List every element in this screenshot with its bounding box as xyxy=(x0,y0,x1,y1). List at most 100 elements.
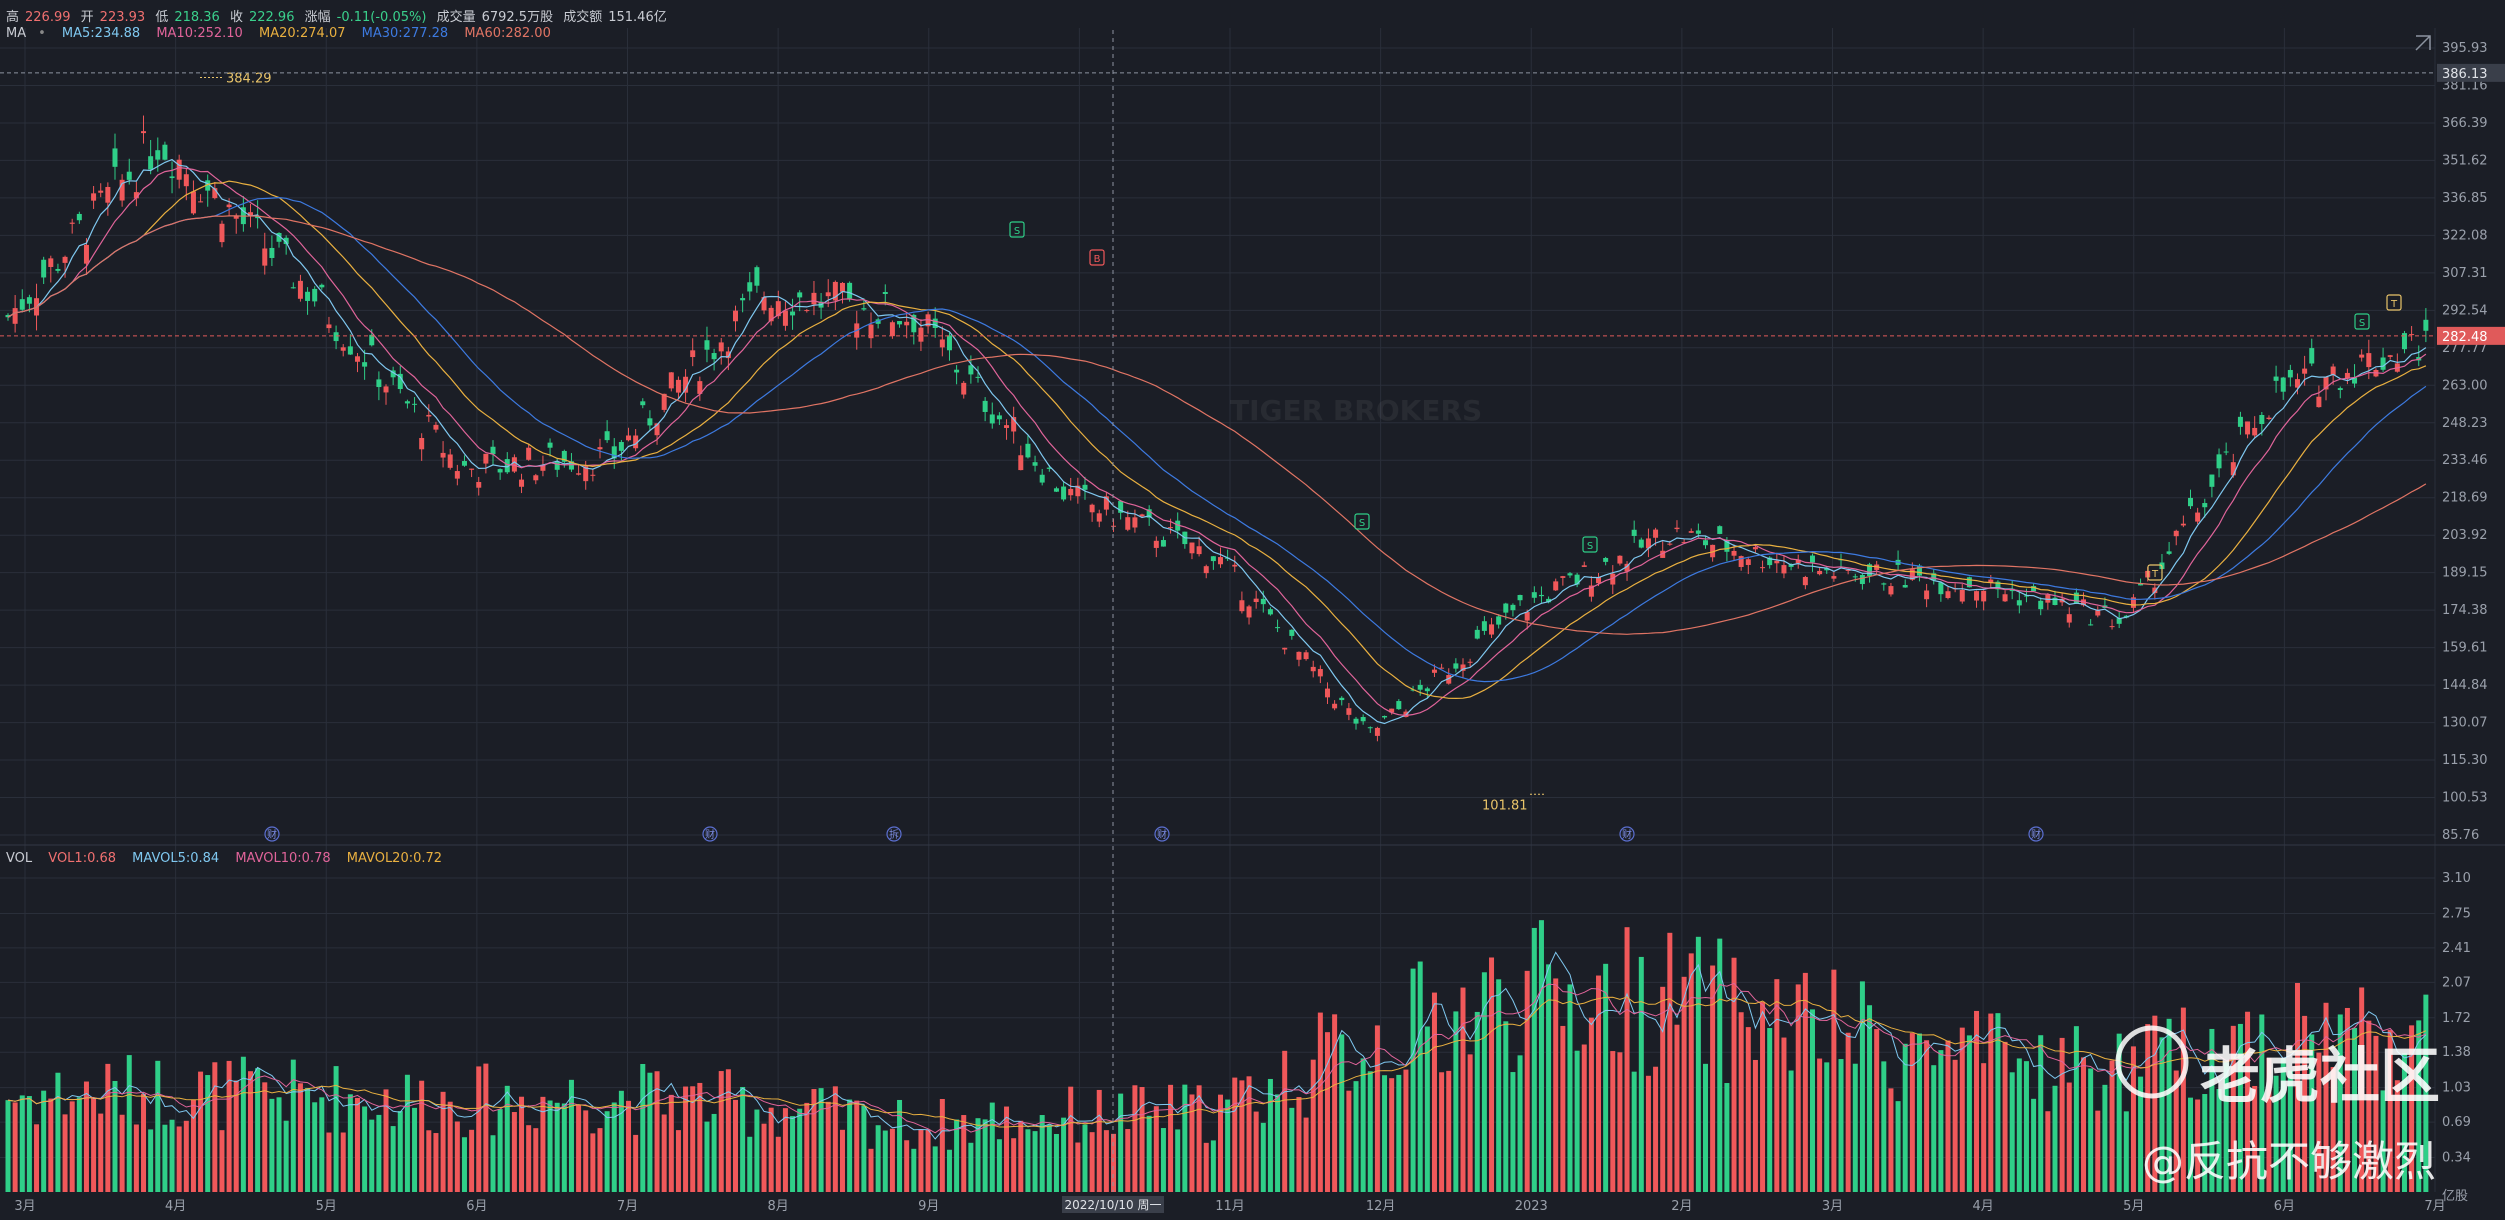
candle-body xyxy=(2138,583,2144,586)
volume-bar xyxy=(312,1102,318,1192)
event-marker[interactable] xyxy=(1619,826,1635,842)
volume-bar xyxy=(740,1086,746,1192)
candle-body xyxy=(1089,504,1095,513)
top-price-tag xyxy=(2437,63,2505,82)
candle-body xyxy=(2380,357,2386,370)
signal-marker[interactable] xyxy=(1582,536,1598,553)
volume-bar xyxy=(1645,1075,1651,1192)
volume-bar xyxy=(48,1098,54,1192)
volume-bar xyxy=(1061,1117,1067,1192)
volume-bar xyxy=(1538,920,1544,1192)
volume-bar xyxy=(1339,1034,1345,1192)
volume-bar xyxy=(1881,1061,1887,1192)
volume-bar xyxy=(932,1146,938,1192)
volume-bar xyxy=(547,1100,553,1192)
candle-body xyxy=(1867,564,1873,576)
event-marker[interactable] xyxy=(886,826,902,842)
volume-bar xyxy=(240,1056,246,1192)
candle-body xyxy=(768,307,774,322)
candle-body xyxy=(1645,538,1651,549)
candle-body xyxy=(718,342,724,352)
candle-body xyxy=(2223,451,2229,453)
candle-body xyxy=(1802,576,1808,586)
candle-body xyxy=(1210,556,1216,562)
volume-bar xyxy=(2352,1027,2358,1192)
volume-bar xyxy=(419,1080,425,1192)
volume-bar xyxy=(1289,1107,1295,1192)
volume-bar xyxy=(540,1096,546,1192)
volume-bar xyxy=(26,1096,32,1192)
volume-bar xyxy=(1382,1075,1388,1192)
candle-body xyxy=(2038,600,2044,610)
candle-body xyxy=(2344,372,2350,379)
candle-body xyxy=(633,435,639,449)
candle-body xyxy=(2166,551,2172,554)
volume-bar xyxy=(2095,1110,2101,1192)
volume-bar xyxy=(519,1096,525,1192)
volume-bar xyxy=(98,1113,104,1192)
candle-body xyxy=(5,314,11,318)
candle-body xyxy=(1617,555,1623,564)
candle-body xyxy=(868,324,874,339)
candle-body xyxy=(105,186,111,203)
volume-bar xyxy=(576,1104,582,1192)
volume-bar xyxy=(754,1109,760,1192)
volume-bar xyxy=(1374,1025,1380,1192)
candle-body xyxy=(1574,574,1580,585)
candle-body xyxy=(340,347,346,351)
volume-bar xyxy=(1581,1044,1587,1192)
candle-body xyxy=(2216,454,2222,469)
candle-body xyxy=(604,431,610,441)
candle-body xyxy=(98,190,104,193)
candle-body xyxy=(790,311,796,316)
candle-body xyxy=(469,468,475,470)
signal-marker[interactable] xyxy=(1354,513,1370,530)
candle-body xyxy=(490,446,496,455)
volume-bar xyxy=(875,1125,881,1192)
candle-body xyxy=(290,287,296,289)
signal-marker[interactable] xyxy=(2147,564,2163,581)
signal-marker[interactable] xyxy=(2386,294,2402,311)
volume-axis-tick: 亿股 xyxy=(2442,1189,2468,1204)
volume-bar xyxy=(490,1135,496,1192)
expand-icon[interactable] xyxy=(2415,35,2431,51)
candle-body xyxy=(1353,718,1359,724)
volume-bar xyxy=(2116,1033,2122,1192)
signal-marker[interactable] xyxy=(1089,249,1105,266)
candle-body xyxy=(1567,573,1573,576)
volume-bar xyxy=(290,1059,296,1192)
candle-body xyxy=(312,288,318,302)
volume-bar xyxy=(568,1079,574,1192)
volume-bar xyxy=(1988,1013,1994,1192)
candle-body xyxy=(740,298,746,301)
signal-marker[interactable] xyxy=(2354,313,2370,330)
candle-body xyxy=(1795,559,1801,564)
candle-body xyxy=(2088,624,2094,626)
candle-body xyxy=(26,297,32,304)
candle-body xyxy=(226,204,232,208)
volume-bar xyxy=(447,1101,453,1192)
signal-marker[interactable] xyxy=(1009,221,1025,238)
candle-body xyxy=(2409,334,2415,336)
candle-body xyxy=(119,179,125,201)
price-axis-tick: 189.15 xyxy=(2442,566,2488,581)
event-marker[interactable] xyxy=(1154,826,1170,842)
volume-bar xyxy=(2373,1035,2379,1192)
volume-bar xyxy=(1710,965,1716,1192)
volume-bar xyxy=(2216,1089,2222,1192)
volume-bar xyxy=(497,1109,503,1192)
event-marker[interactable] xyxy=(2028,826,2044,842)
volume-bar xyxy=(1004,1106,1010,1192)
volume-bar xyxy=(1745,1027,1751,1192)
event-marker[interactable] xyxy=(264,826,280,842)
volume-bar xyxy=(1489,957,1495,1192)
candle-body xyxy=(2302,368,2308,374)
volume-bar xyxy=(590,1133,596,1192)
candle-body xyxy=(354,356,360,362)
event-marker[interactable] xyxy=(702,826,718,842)
candle-body xyxy=(155,150,161,160)
volume-bar xyxy=(483,1063,489,1192)
volume-bar xyxy=(690,1086,696,1192)
